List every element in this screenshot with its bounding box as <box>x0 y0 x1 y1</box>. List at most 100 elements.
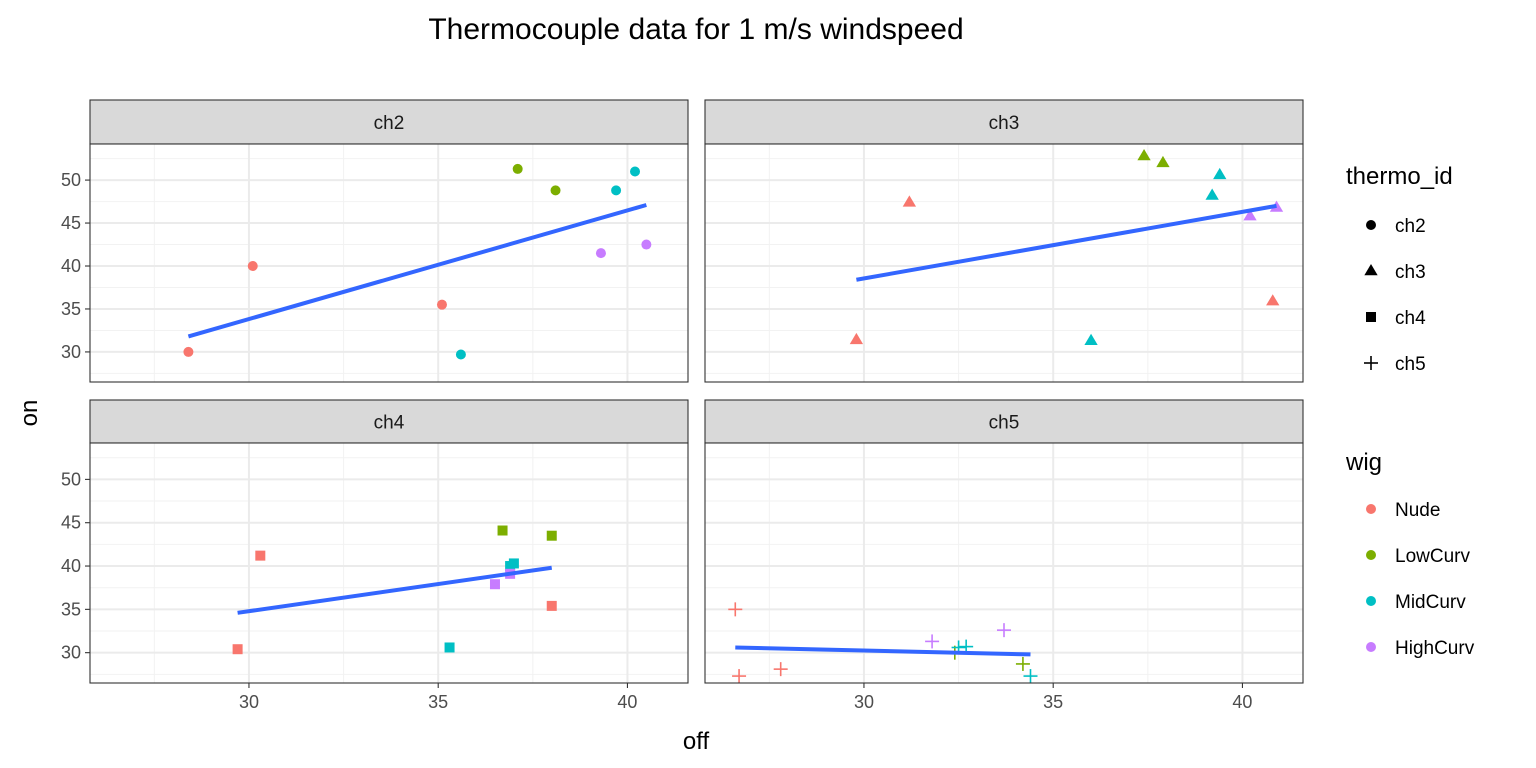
x-axis-title: off <box>683 728 710 755</box>
data-point <box>1137 149 1151 161</box>
x-tick-label: 35 <box>1043 692 1063 712</box>
data-point <box>1213 167 1227 180</box>
legend-title: thermo_id <box>1346 163 1453 190</box>
legend-label: Nude <box>1395 500 1440 521</box>
data-point <box>728 602 743 617</box>
data-point <box>773 662 788 677</box>
panel-background <box>705 443 1303 683</box>
x-tick-label: 30 <box>239 692 259 712</box>
data-point <box>497 525 508 536</box>
legend-key-LowCurv <box>1366 550 1376 560</box>
strip-ch3 <box>704 99 1304 145</box>
data-point <box>546 530 557 541</box>
data-point <box>641 239 652 250</box>
facet-panels: ch2 30 35 40 45 50 ch3 ch4 30 35 40 45 50 30 35 40 ch5 30… <box>61 99 1304 712</box>
data-point <box>550 185 561 196</box>
legend-label: ch2 <box>1395 216 1426 237</box>
fit-line <box>735 645 1031 657</box>
points <box>183 163 652 360</box>
legend-key-ch4 <box>1366 312 1376 322</box>
strip-label: ch2 <box>374 113 405 134</box>
legend-title: wig <box>1345 449 1382 476</box>
panel-background <box>90 443 688 683</box>
panel-border <box>89 442 689 684</box>
panel-background <box>90 144 688 382</box>
legend-wig: wig Nude LowCurv MidCurv HighCurv <box>1345 449 1475 659</box>
data-point <box>489 579 500 590</box>
data-point <box>546 600 557 611</box>
panel-border <box>704 442 1304 684</box>
strip-ch2 <box>89 99 689 145</box>
data-point <box>1243 209 1257 221</box>
legend-label: ch5 <box>1395 354 1426 375</box>
y-axis-title: on <box>16 400 43 427</box>
y-tick-label: 40 <box>61 556 81 576</box>
data-point <box>595 248 606 259</box>
legend-label: MidCurv <box>1395 592 1466 613</box>
points <box>728 602 1038 684</box>
data-point <box>247 261 258 272</box>
data-point <box>508 558 519 569</box>
facet-ch5: ch5 30 35 40 <box>704 399 1304 712</box>
strip-label: ch3 <box>989 113 1020 134</box>
legend-thermo-id: thermo_id ch2 ch3 ch4 ch5 <box>1346 163 1453 375</box>
data-point <box>183 346 194 357</box>
strip-label: ch4 <box>374 413 405 434</box>
data-point <box>611 185 622 196</box>
strip-ch4 <box>89 399 689 444</box>
x-tick-label: 40 <box>1232 692 1252 712</box>
chart-title: Thermocouple data for 1 m/s windspeed <box>428 13 963 46</box>
y-tick-label: 35 <box>61 599 81 619</box>
y-tick-label: 30 <box>61 643 81 663</box>
data-point <box>1156 155 1170 168</box>
y-tick-label: 45 <box>61 513 81 533</box>
y-tick-label: 35 <box>61 299 81 319</box>
legend-label: HighCurv <box>1395 638 1475 659</box>
gridlines <box>90 443 688 683</box>
data-point <box>1084 333 1098 345</box>
panel-background <box>705 144 1303 382</box>
legend-key-HighCurv <box>1366 642 1376 652</box>
x-tick-label: 30 <box>854 692 874 712</box>
data-point <box>1015 656 1030 671</box>
legend-key-Nude <box>1366 504 1376 514</box>
data-point <box>512 163 523 174</box>
data-point <box>444 642 455 653</box>
panel-border <box>89 143 689 383</box>
fit-line <box>187 203 647 339</box>
data-point <box>630 166 641 177</box>
facet-ch4: ch4 30 35 40 45 50 30 35 40 <box>61 399 689 712</box>
y-tick-label: 30 <box>61 342 81 362</box>
y-tick-label: 45 <box>61 213 81 233</box>
data-point <box>1266 294 1280 306</box>
legend-key-ch3 <box>1364 264 1378 276</box>
data-point <box>232 644 243 655</box>
y-tick-label: 50 <box>61 170 81 190</box>
data-point <box>1023 669 1038 684</box>
gridlines <box>705 443 1303 683</box>
legend-key-MidCurv <box>1366 596 1376 606</box>
legend-key-ch5 <box>1364 356 1378 370</box>
data-point <box>1205 188 1219 200</box>
facet-ch3: ch3 <box>704 99 1304 383</box>
x-tick-label: 40 <box>617 692 637 712</box>
facet-ch2: ch2 30 35 40 45 50 <box>61 99 689 383</box>
fit-line <box>237 565 553 615</box>
legend-label: LowCurv <box>1395 546 1470 567</box>
data-point <box>732 669 747 684</box>
data-point <box>849 332 864 345</box>
data-point <box>925 634 940 649</box>
gridlines <box>705 144 1303 382</box>
data-point <box>997 623 1011 638</box>
legend-label: ch4 <box>1395 308 1426 329</box>
y-tick-label: 40 <box>61 256 81 276</box>
strip-label: ch5 <box>989 413 1020 434</box>
fit-line <box>856 203 1277 282</box>
data-point <box>436 299 447 310</box>
legend-key-ch2 <box>1366 220 1376 230</box>
x-tick-label: 35 <box>428 692 448 712</box>
strip-ch5 <box>704 399 1304 444</box>
y-tick-label: 50 <box>61 469 81 489</box>
panel-border <box>704 143 1304 383</box>
